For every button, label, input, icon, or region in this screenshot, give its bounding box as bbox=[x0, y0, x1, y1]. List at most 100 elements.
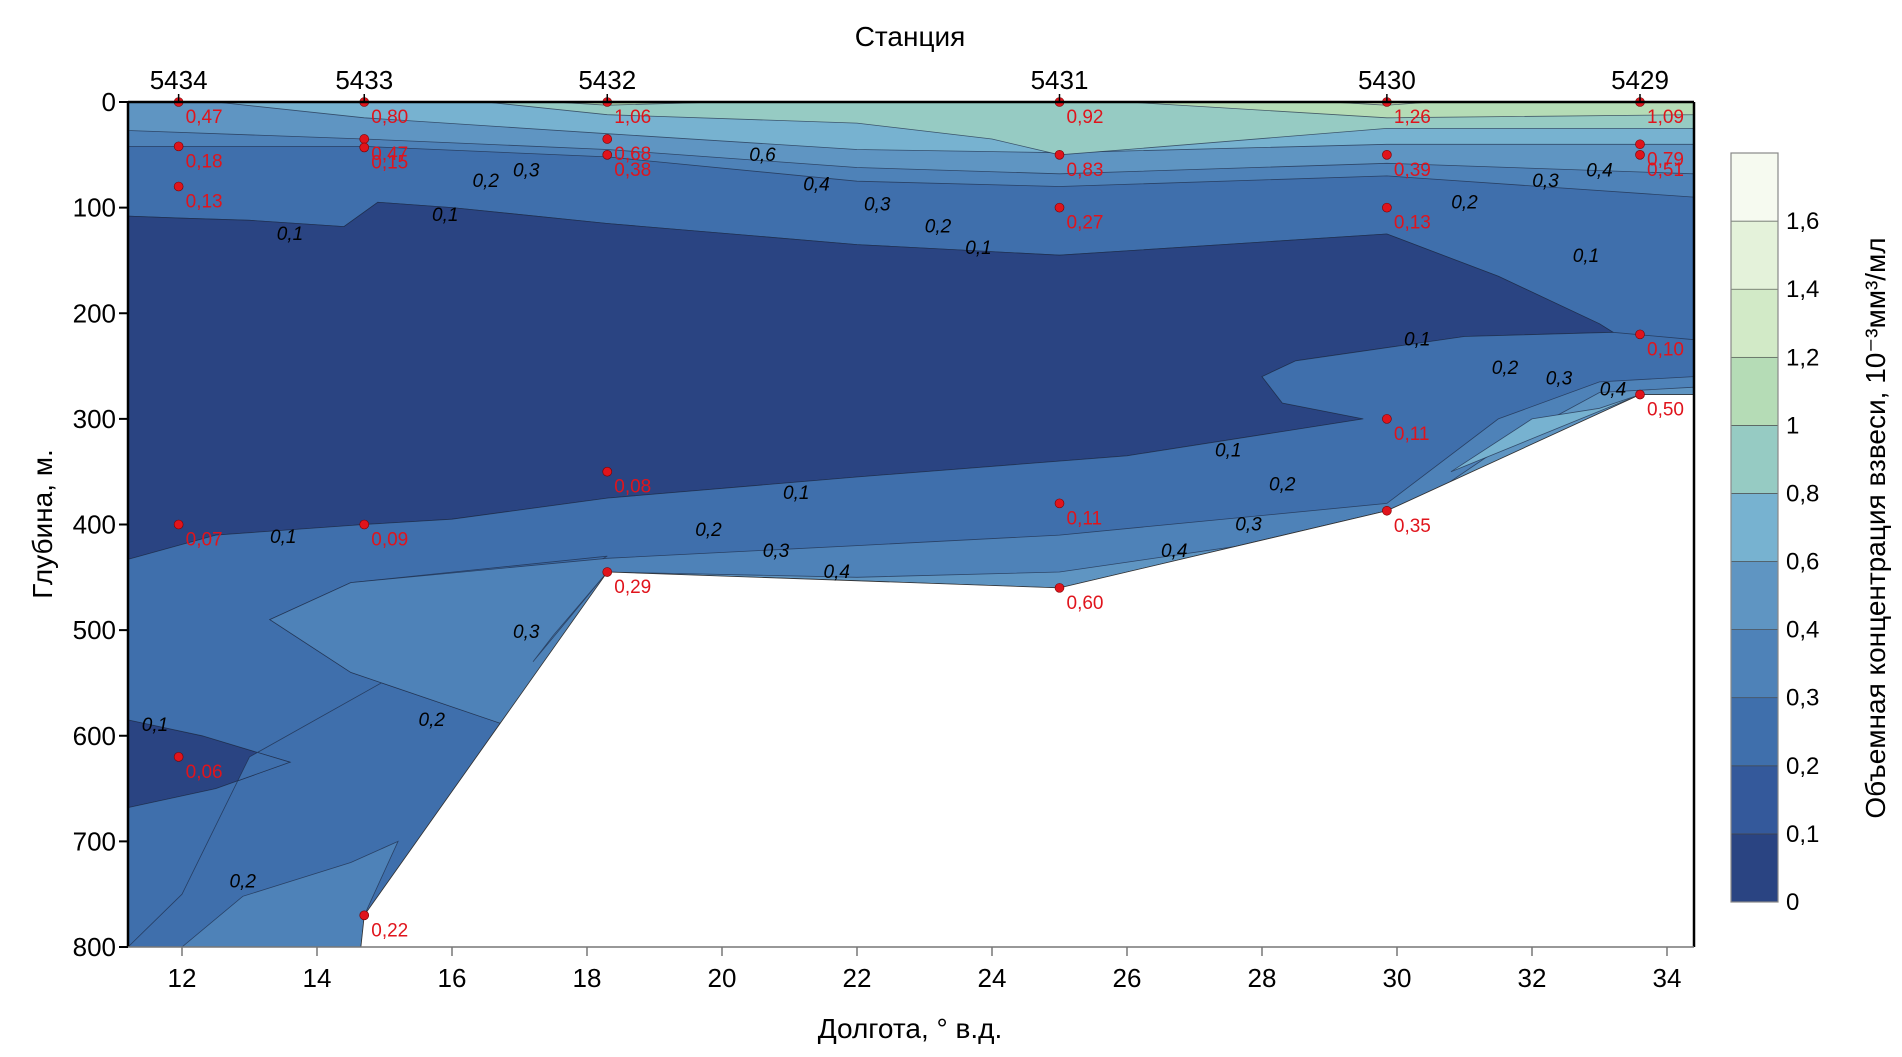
axes: 0 100 200 300 400 500 600 700 800 12 14 16 18 20 22 24 2… bbox=[73, 87, 1696, 993]
observation-value-label: 0,22 bbox=[371, 920, 408, 941]
contour-label: 0,2 bbox=[925, 217, 952, 238]
observation-point bbox=[359, 910, 370, 921]
contour-label: 0,4 bbox=[1586, 161, 1612, 182]
contour-label: 0,2 bbox=[1269, 474, 1296, 495]
observation-value-label: 0,13 bbox=[186, 192, 223, 213]
colorbar-band bbox=[1730, 629, 1779, 699]
colorbar-tick-label: 0,3 bbox=[1786, 685, 1819, 712]
contour-label: 0,1 bbox=[277, 224, 303, 245]
contour-label: 0,4 bbox=[803, 174, 829, 195]
x-tick-label: 34 bbox=[1653, 963, 1682, 993]
observation-point bbox=[1054, 150, 1065, 160]
station-label: 5431 bbox=[1031, 65, 1089, 95]
observation-point bbox=[1054, 202, 1065, 213]
contour-label: 0,3 bbox=[864, 194, 891, 215]
colorbar-tick-label: 1,4 bbox=[1786, 276, 1819, 303]
observation-point bbox=[173, 519, 184, 530]
observation-value-label: 1,09 bbox=[1647, 107, 1684, 128]
station-label: 5434 bbox=[150, 65, 208, 95]
colorbar-band bbox=[1730, 833, 1779, 903]
station-label: 5432 bbox=[578, 65, 636, 95]
observation-value-label: 0,29 bbox=[614, 577, 651, 598]
observation-value-label: 0,15 bbox=[371, 152, 408, 173]
colorbar-band bbox=[1730, 561, 1779, 630]
observation-point bbox=[173, 752, 184, 762]
colorbar-tick-label: 0,2 bbox=[1786, 753, 1819, 780]
contour-labels: 0,1 0,1 0,1 0,1 0,1 0,1 0,1 0,1 0,1 0,3 0,2 0,6 0,4 0… bbox=[142, 145, 1626, 893]
station-label: 5430 bbox=[1358, 65, 1416, 95]
observation-point bbox=[1054, 583, 1065, 593]
colorbar-title: Объемная концентрация взвеси, 10⁻³мм³/мл bbox=[1860, 237, 1891, 818]
contour-region-15 bbox=[181, 840, 399, 947]
x-tick-label: 12 bbox=[168, 963, 197, 993]
contour-label: 0,3 bbox=[1235, 515, 1262, 536]
contour-label: 0,1 bbox=[1573, 246, 1599, 267]
observation-point bbox=[602, 466, 613, 477]
y-tick-label: 700 bbox=[73, 826, 116, 856]
y-tick-label: 200 bbox=[73, 298, 116, 328]
observation-value-label: 0,18 bbox=[186, 151, 223, 172]
colorbar-tick-label: 0,6 bbox=[1786, 549, 1819, 576]
contour-label: 0,3 bbox=[1546, 369, 1573, 390]
observation-point bbox=[1382, 505, 1392, 516]
contour-label: 0,3 bbox=[513, 622, 540, 643]
contour-label: 0,1 bbox=[965, 238, 991, 259]
observation-point bbox=[1382, 414, 1392, 424]
observation-point bbox=[602, 567, 613, 577]
observation-value-label: 1,26 bbox=[1394, 107, 1431, 128]
contour-label: 0,2 bbox=[473, 171, 500, 192]
contour-label: 0,3 bbox=[763, 541, 790, 562]
colorbar-tick-label: 0 bbox=[1786, 889, 1799, 916]
observation-value-label: 0,10 bbox=[1647, 339, 1684, 360]
observation-value-label: 0,27 bbox=[1067, 213, 1104, 234]
observation-point bbox=[1635, 139, 1645, 150]
observation-value-label: 0,06 bbox=[186, 762, 223, 783]
observation-point bbox=[602, 150, 613, 160]
colorbar-tick-label: 1,2 bbox=[1786, 344, 1819, 371]
observation-value-label: 0,38 bbox=[614, 160, 651, 181]
colorbar-tick-label: 1,6 bbox=[1786, 208, 1819, 235]
colorbar-tick-label: 0,8 bbox=[1786, 480, 1819, 507]
contour-region-9 bbox=[1126, 102, 1694, 119]
y-tick-label: 600 bbox=[73, 721, 116, 751]
x-tick-label: 32 bbox=[1518, 963, 1547, 993]
x-tick-label: 16 bbox=[438, 963, 467, 993]
contour-label: 0,2 bbox=[1451, 192, 1478, 213]
observation-value-label: 0,11 bbox=[1067, 508, 1103, 529]
contour-label: 0,4 bbox=[824, 562, 850, 583]
observation-point bbox=[359, 519, 370, 530]
station-label: 5433 bbox=[335, 65, 393, 95]
observation-value-label: 0,80 bbox=[371, 107, 408, 128]
colorbar-tick-label: 0,4 bbox=[1786, 617, 1819, 644]
contour-label: 0,2 bbox=[230, 872, 257, 893]
contour-label: 0,3 bbox=[513, 161, 540, 182]
y-tick-label: 500 bbox=[73, 615, 116, 645]
observation-point bbox=[1635, 329, 1645, 340]
observation-point bbox=[1635, 389, 1645, 400]
x-tick-label: 14 bbox=[303, 963, 332, 993]
station-markers: 5434 5433 5432 5431 5430 5429 bbox=[150, 65, 1669, 102]
x-tick-label: 30 bbox=[1383, 963, 1412, 993]
colorbar-tick-label: 1 bbox=[1786, 412, 1799, 439]
observation-point bbox=[1382, 150, 1392, 160]
contour-region-16 bbox=[532, 571, 608, 663]
observation-value-label: 0,47 bbox=[371, 144, 408, 165]
contour-label: 0,1 bbox=[432, 205, 458, 226]
observation-value-label: 0,07 bbox=[186, 530, 223, 551]
contour-label: 0,1 bbox=[142, 715, 168, 736]
station-label: 5429 bbox=[1611, 65, 1669, 95]
contour-label: 0,1 bbox=[1404, 330, 1430, 351]
y-tick-label: 300 bbox=[73, 404, 116, 434]
observation-points: 0,470,180,130,070,060,800,470,150,090,22… bbox=[173, 97, 1684, 941]
contour-label: 0,2 bbox=[1492, 358, 1519, 379]
colorbar-frame bbox=[1730, 152, 1779, 903]
observation-value-label: 0,60 bbox=[1067, 593, 1104, 614]
observation-value-label: 0,35 bbox=[1394, 516, 1431, 537]
observation-value-label: 0,68 bbox=[614, 144, 651, 165]
contour-label: 0,2 bbox=[695, 520, 722, 541]
observation-point bbox=[1382, 202, 1392, 213]
observation-value-label: 0,13 bbox=[1394, 213, 1431, 234]
observation-value-label: 0,92 bbox=[1067, 107, 1104, 128]
colorbar-band bbox=[1730, 356, 1779, 426]
observation-value-label: 0,09 bbox=[371, 530, 408, 551]
